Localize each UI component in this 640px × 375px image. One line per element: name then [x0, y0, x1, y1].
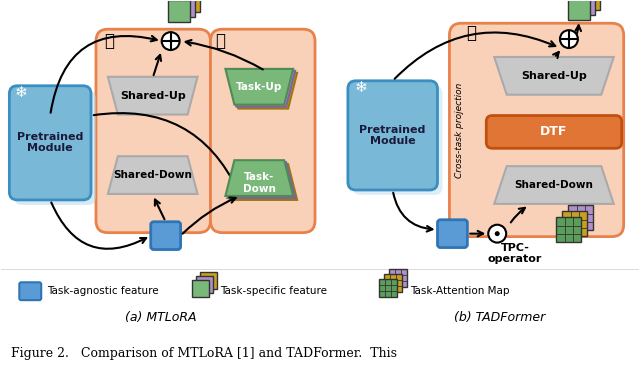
FancyBboxPatch shape: [10, 86, 91, 200]
Bar: [178, 0, 200, 12]
Polygon shape: [108, 77, 198, 114]
Text: (b) TADFormer: (b) TADFormer: [454, 310, 545, 324]
Bar: [578, 0, 600, 10]
Text: Cross-task projection: Cross-task projection: [455, 83, 464, 178]
Polygon shape: [229, 164, 297, 200]
Polygon shape: [108, 156, 198, 194]
Bar: [379, 279, 397, 297]
Circle shape: [162, 32, 180, 50]
Bar: [196, 276, 213, 293]
Circle shape: [488, 225, 506, 243]
Bar: [573, 0, 595, 15]
Text: ❄: ❄: [15, 85, 28, 100]
Text: Task-Up: Task-Up: [236, 82, 282, 92]
Bar: [192, 280, 209, 297]
Bar: [388, 269, 406, 287]
Polygon shape: [229, 73, 297, 109]
Bar: [384, 274, 402, 292]
FancyBboxPatch shape: [96, 29, 211, 232]
FancyBboxPatch shape: [348, 81, 438, 190]
Polygon shape: [225, 160, 293, 196]
Bar: [168, 0, 189, 22]
Polygon shape: [225, 69, 293, 105]
Bar: [173, 0, 195, 17]
Polygon shape: [494, 166, 614, 204]
Bar: [568, 0, 590, 20]
Text: Pretrained
Module: Pretrained Module: [17, 132, 83, 153]
Text: Task-specific feature: Task-specific feature: [220, 286, 328, 296]
Bar: [563, 211, 588, 236]
Text: Shared-Up: Shared-Up: [521, 71, 587, 81]
Text: Figure 2.   Comparison of MTLoRA [1] and TADFormer.  This: Figure 2. Comparison of MTLoRA [1] and T…: [12, 347, 397, 360]
Bar: [556, 217, 581, 242]
Text: TPC-: TPC-: [500, 243, 529, 252]
FancyBboxPatch shape: [19, 282, 41, 300]
Text: DTF: DTF: [540, 125, 568, 138]
Text: Task-
Down: Task- Down: [243, 172, 276, 194]
Circle shape: [560, 30, 578, 48]
Text: (a) MTLoRA: (a) MTLoRA: [125, 310, 196, 324]
FancyBboxPatch shape: [353, 86, 442, 195]
FancyBboxPatch shape: [211, 29, 315, 232]
Text: Shared-Up: Shared-Up: [120, 91, 186, 101]
Text: 🔥: 🔥: [104, 32, 114, 50]
Bar: [568, 206, 593, 230]
FancyBboxPatch shape: [151, 222, 180, 249]
Text: 🔥: 🔥: [467, 24, 476, 42]
Text: Shared-Down: Shared-Down: [515, 180, 593, 190]
Text: Pretrained
Module: Pretrained Module: [360, 124, 426, 146]
Polygon shape: [494, 57, 614, 95]
Bar: [200, 272, 217, 289]
Text: Task-agnostic feature: Task-agnostic feature: [47, 286, 159, 296]
Text: Task-Attention Map: Task-Attention Map: [410, 286, 509, 296]
Polygon shape: [227, 71, 295, 106]
FancyBboxPatch shape: [486, 116, 621, 148]
FancyBboxPatch shape: [449, 23, 623, 237]
Text: operator: operator: [488, 255, 542, 264]
Text: 🔥: 🔥: [216, 32, 225, 50]
FancyBboxPatch shape: [14, 91, 96, 205]
Text: ❄: ❄: [355, 80, 367, 95]
Polygon shape: [227, 162, 295, 198]
Circle shape: [495, 231, 500, 236]
FancyBboxPatch shape: [438, 220, 467, 248]
Text: Shared-Down: Shared-Down: [113, 170, 192, 180]
